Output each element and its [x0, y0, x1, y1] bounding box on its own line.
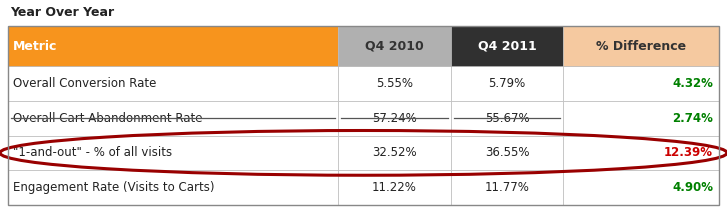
Bar — [563, 170, 719, 205]
Text: 11.77%: 11.77% — [485, 181, 529, 194]
Bar — [563, 66, 719, 101]
Bar — [338, 66, 451, 101]
Text: Year Over Year: Year Over Year — [10, 6, 114, 19]
Bar — [8, 66, 338, 101]
Bar — [563, 26, 719, 66]
Bar — [451, 101, 563, 135]
Bar — [8, 170, 338, 205]
Text: 4.90%: 4.90% — [672, 181, 713, 194]
Text: Q4 2010: Q4 2010 — [365, 39, 424, 53]
Text: "1-and-out" - % of all visits: "1-and-out" - % of all visits — [13, 146, 172, 159]
Bar — [451, 26, 563, 66]
Text: 57.24%: 57.24% — [372, 112, 417, 125]
Bar — [338, 101, 451, 135]
Bar — [8, 26, 338, 66]
Bar — [451, 170, 563, 205]
Text: Q4 2011: Q4 2011 — [478, 39, 537, 53]
Bar — [338, 26, 451, 66]
Text: Metric: Metric — [13, 39, 57, 53]
Text: 2.74%: 2.74% — [672, 112, 713, 125]
Bar — [451, 135, 563, 170]
Text: 4.32%: 4.32% — [672, 77, 713, 90]
Text: 5.55%: 5.55% — [376, 77, 413, 90]
Bar — [8, 101, 338, 135]
Text: % Difference: % Difference — [596, 39, 686, 53]
Text: Overall Conversion Rate: Overall Conversion Rate — [13, 77, 156, 90]
Text: 12.39%: 12.39% — [664, 146, 713, 159]
Text: Engagement Rate (Visits to Carts): Engagement Rate (Visits to Carts) — [13, 181, 214, 194]
Bar — [338, 135, 451, 170]
Bar — [563, 101, 719, 135]
Text: 32.52%: 32.52% — [372, 146, 417, 159]
Bar — [563, 135, 719, 170]
Text: Overall Cart Abandonment Rate: Overall Cart Abandonment Rate — [13, 112, 203, 125]
Text: 36.55%: 36.55% — [485, 146, 529, 159]
Text: 11.22%: 11.22% — [372, 181, 417, 194]
Text: 5.79%: 5.79% — [489, 77, 526, 90]
Text: 55.67%: 55.67% — [485, 112, 529, 125]
Bar — [8, 26, 719, 205]
Bar — [451, 66, 563, 101]
Bar — [8, 135, 338, 170]
Bar — [338, 170, 451, 205]
